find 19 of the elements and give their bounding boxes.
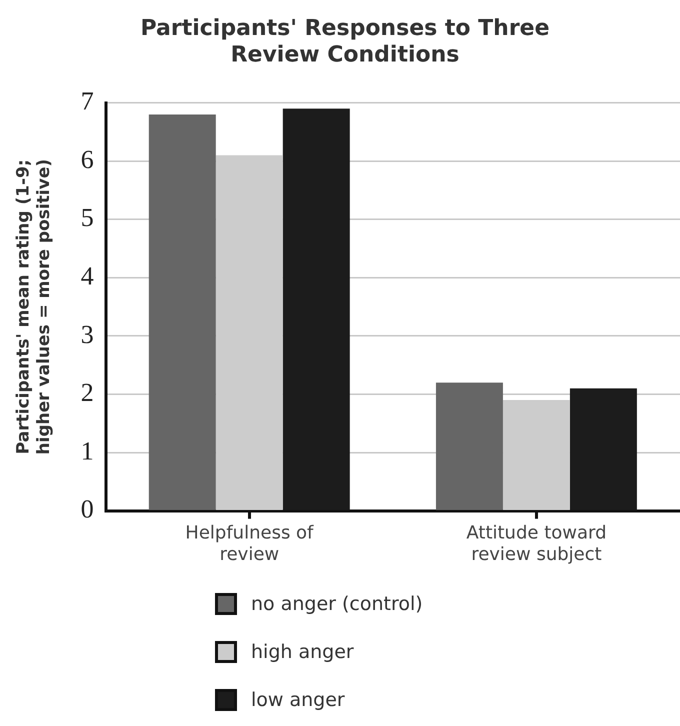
chart-title: Participants' Responses to Three Review Conditions	[140, 16, 550, 68]
bar	[148, 114, 216, 510]
y-tick-label: 3	[80, 320, 94, 349]
x-tick-label: Attitude toward review subject	[466, 522, 607, 565]
y-tick-label: 6	[80, 144, 94, 174]
y-tick-label: 7	[80, 86, 94, 116]
legend-label: no anger (control)	[251, 593, 423, 615]
bar	[436, 382, 503, 510]
legend-label: low anger	[251, 689, 345, 711]
y-axis-title: Participants' mean rating (1-9; higher values = more positive)	[14, 158, 54, 455]
y-tick-label: 4	[80, 261, 94, 290]
legend-label: high anger	[251, 641, 354, 663]
y-tick-label: 1	[80, 436, 94, 466]
bar	[216, 155, 283, 510]
y-tick-label: 0	[80, 494, 94, 524]
bar	[502, 400, 570, 510]
y-tick-label: 5	[80, 203, 94, 232]
y-tick-label: 2	[80, 378, 94, 408]
x-tick-label: Helpfulness of review	[185, 522, 314, 565]
